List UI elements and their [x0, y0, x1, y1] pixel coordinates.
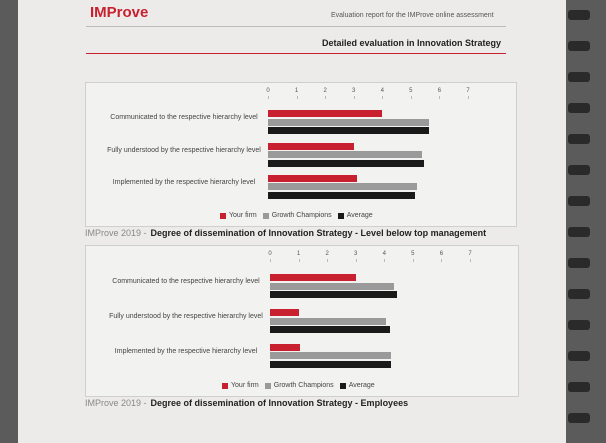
bar	[270, 344, 300, 351]
binding-ring	[568, 227, 590, 237]
bar	[268, 183, 417, 190]
bar	[270, 352, 391, 359]
legend-label: Your firm	[231, 382, 259, 389]
x-tick-label: 0	[266, 88, 269, 94]
tick-mark	[468, 96, 469, 99]
binding-ring	[568, 289, 590, 299]
legend-swatch	[338, 213, 344, 219]
binding-ring	[568, 165, 590, 175]
binding-ring	[568, 258, 590, 268]
legend-label: Growth Champions	[274, 382, 334, 389]
red-divider	[86, 53, 506, 54]
chart-title: Degree of dissemination of Innovation St…	[151, 398, 409, 408]
x-tick-label: 5	[409, 88, 412, 94]
chart-title: Degree of dissemination of Innovation St…	[151, 228, 487, 238]
binding-ring	[568, 196, 590, 206]
tick-mark	[384, 259, 385, 262]
bar	[270, 274, 356, 281]
tick-mark	[297, 96, 298, 99]
chart-caption: IMProve 2019 - Degree of dissemination of…	[85, 398, 408, 408]
bar	[268, 175, 357, 182]
legend-label: Growth Champions	[272, 212, 332, 219]
binding-ring	[568, 413, 590, 423]
category-label: Communicated to the respective hierarchy…	[104, 114, 264, 122]
bar	[268, 119, 429, 126]
tick-mark	[439, 96, 440, 99]
x-tick-label: 0	[268, 251, 271, 257]
x-tick-label: 3	[354, 251, 357, 257]
legend: Your firm Growth Champions Average	[222, 382, 378, 389]
legend-label: Average	[347, 212, 373, 219]
bar	[268, 127, 429, 134]
category-label: Communicated to the respective hierarchy…	[106, 278, 266, 286]
legend-swatch	[340, 383, 346, 389]
bar	[270, 318, 386, 325]
tick-mark	[356, 259, 357, 262]
page: IMProve Evaluation report for the IMProv…	[0, 0, 606, 443]
tick-mark	[382, 96, 383, 99]
tick-mark	[411, 96, 412, 99]
x-tick-label: 7	[468, 251, 471, 257]
caption-source: IMProve 2019 -	[85, 228, 147, 238]
binding-ring	[568, 382, 590, 392]
tick-mark	[413, 259, 414, 262]
bar	[268, 143, 354, 150]
category-label: Fully understood by the respective hiera…	[106, 313, 266, 321]
legend-swatch	[265, 383, 271, 389]
section-title: Detailed evaluation in Innovation Strate…	[322, 38, 501, 48]
chart-caption: IMProve 2019 - Degree of dissemination of…	[85, 228, 486, 238]
bar	[268, 160, 424, 167]
binding-ring	[568, 72, 590, 82]
bar	[270, 283, 394, 290]
tick-mark	[441, 259, 442, 262]
tick-mark	[270, 259, 271, 262]
x-tick-label: 2	[323, 88, 326, 94]
category-label: Implemented by the respective hierarchy …	[106, 348, 266, 356]
legend-swatch	[220, 213, 226, 219]
x-tick-label: 5	[411, 251, 414, 257]
x-tick-label: 3	[352, 88, 355, 94]
bar	[268, 151, 422, 158]
binding-ring	[568, 41, 590, 51]
binding-ring	[568, 10, 590, 20]
binding-ring	[568, 134, 590, 144]
binding-ring	[568, 320, 590, 330]
legend-label: Your firm	[229, 212, 257, 219]
x-tick-label: 6	[440, 251, 443, 257]
logo: IMProve	[90, 4, 148, 21]
caption-source: IMProve 2019 -	[85, 398, 147, 408]
binding-ring	[568, 103, 590, 113]
bar	[270, 309, 299, 316]
x-tick-label: 7	[466, 88, 469, 94]
legend-swatch	[263, 213, 269, 219]
tick-mark	[354, 96, 355, 99]
category-label: Implemented by the respective hierarchy …	[104, 179, 264, 187]
bar	[270, 291, 397, 298]
bar	[268, 192, 415, 199]
bar	[270, 361, 391, 368]
binding-ring	[568, 351, 590, 361]
tick-mark	[299, 259, 300, 262]
report-subtitle: Evaluation report for the IMProve online…	[331, 12, 494, 19]
bar	[268, 110, 382, 117]
x-tick-label: 2	[325, 251, 328, 257]
tick-mark	[268, 96, 269, 99]
x-tick-label: 1	[295, 88, 298, 94]
x-tick-label: 4	[381, 88, 384, 94]
legend-label: Average	[349, 382, 375, 389]
tick-mark	[327, 259, 328, 262]
x-tick-label: 1	[297, 251, 300, 257]
category-label: Fully understood by the respective hiera…	[104, 147, 264, 155]
bar	[270, 326, 390, 333]
legend-swatch	[222, 383, 228, 389]
legend: Your firm Growth Champions Average	[220, 212, 376, 219]
x-tick-label: 4	[383, 251, 386, 257]
tick-mark	[325, 96, 326, 99]
divider	[86, 26, 506, 27]
x-tick-label: 6	[438, 88, 441, 94]
tick-mark	[470, 259, 471, 262]
